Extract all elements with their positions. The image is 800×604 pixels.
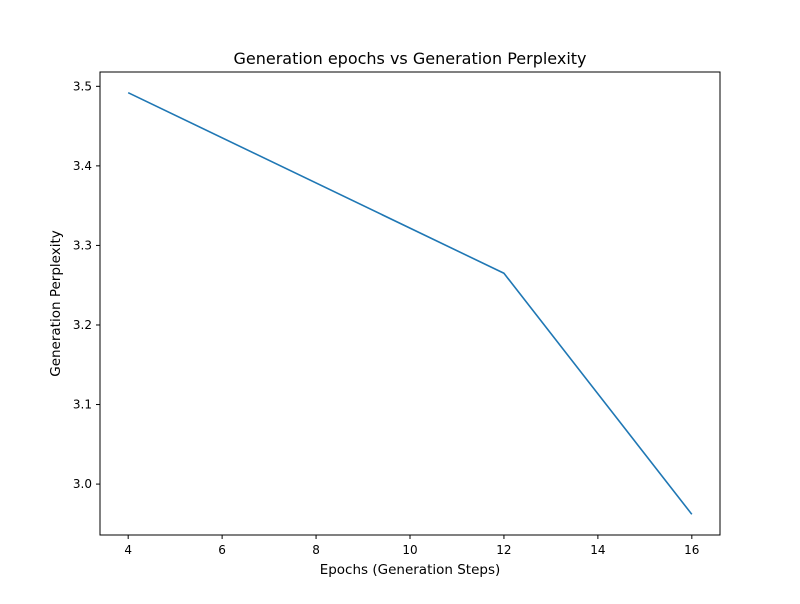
chart-title: Generation epochs vs Generation Perplexi… xyxy=(233,49,586,68)
series-line xyxy=(127,91,693,515)
x-tick-label: 12 xyxy=(496,543,511,557)
y-axis-ticks: 3.0 3.1 3.2 3.3 3.4 3.5 xyxy=(73,79,100,491)
x-tick-label: 10 xyxy=(402,543,417,557)
y-tick-label: 3.4 xyxy=(73,159,92,173)
y-axis-label: Generation Perplexity xyxy=(48,230,64,377)
x-axis-label: Epochs (Generation Steps) xyxy=(320,562,501,578)
x-tick-label: 8 xyxy=(312,543,320,557)
plot-area xyxy=(99,71,721,536)
y-tick-label: 3.3 xyxy=(73,238,92,252)
y-tick-label: 3.2 xyxy=(73,318,92,332)
x-tick-label: 14 xyxy=(590,543,605,557)
x-tick-label: 16 xyxy=(684,543,699,557)
y-tick-label: 3.1 xyxy=(73,398,92,412)
x-tick-label: 4 xyxy=(124,543,132,557)
series-layer xyxy=(127,91,693,515)
y-tick-label: 3.5 xyxy=(73,79,92,93)
x-axis-ticks: 4 6 8 10 12 14 16 xyxy=(124,535,699,557)
y-tick-label: 3.0 xyxy=(73,477,92,491)
x-tick-label: 6 xyxy=(218,543,226,557)
